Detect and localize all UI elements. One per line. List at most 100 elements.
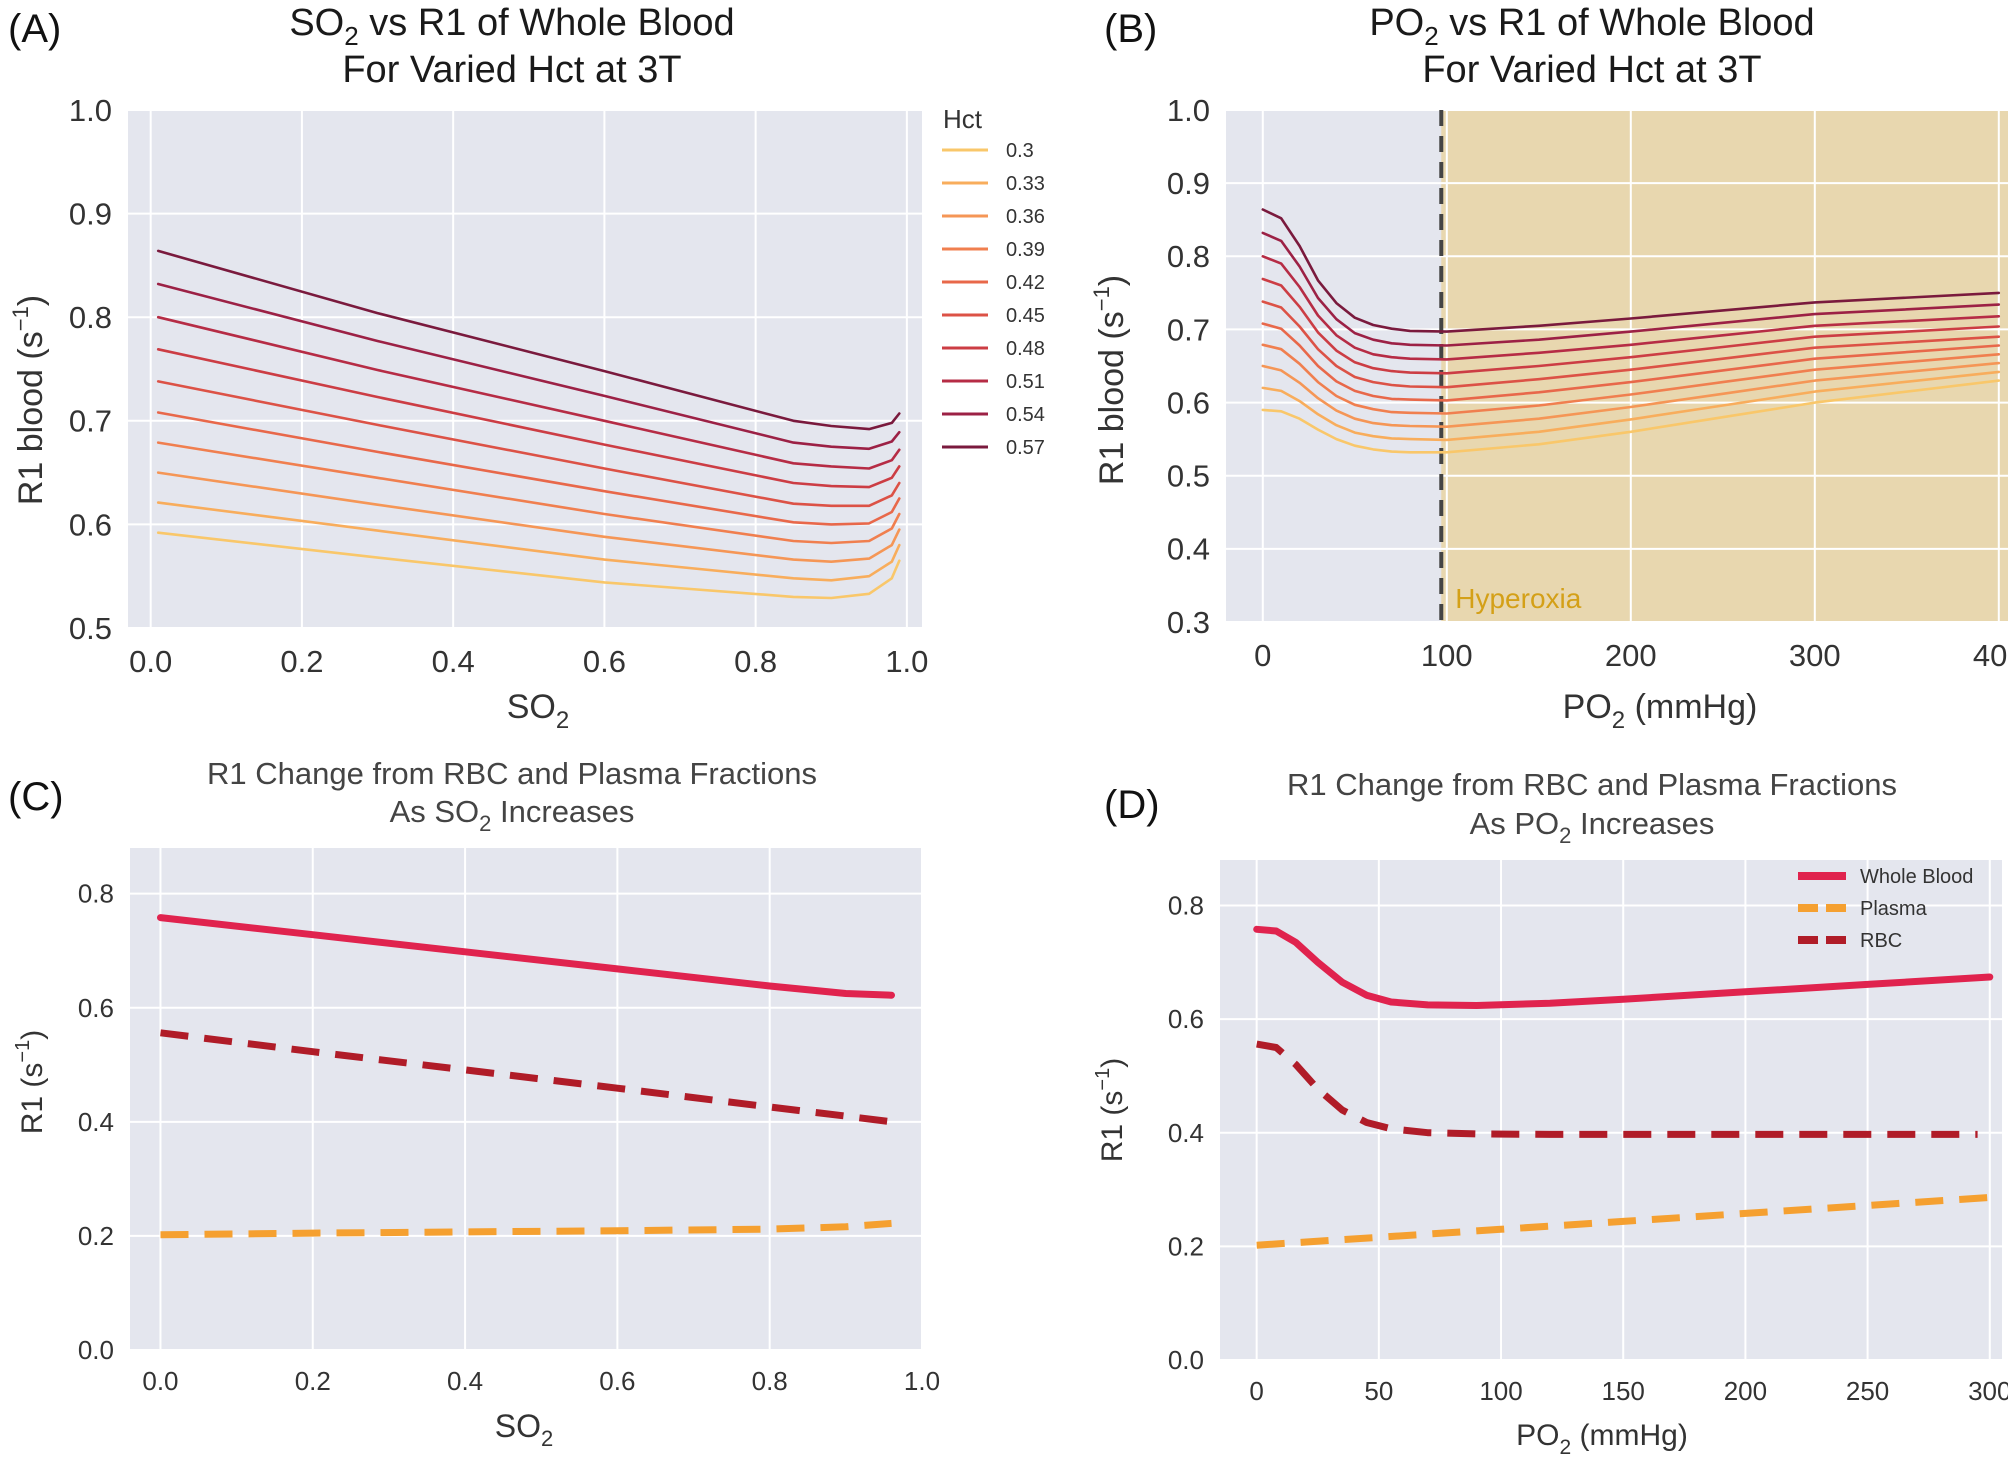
panel-b-ylabel: R1 blood (s−1)	[1089, 275, 1131, 485]
panel-c-label: (C)	[8, 775, 64, 819]
x-tick-label: 200	[1605, 638, 1657, 673]
series-line-rbc	[160, 1029, 892, 1126]
x-tick-label: 1.0	[904, 1366, 940, 1396]
series-line-0-36	[156, 471, 901, 563]
legend-label: Whole Blood	[1860, 866, 1973, 888]
legend-label: 0.36	[1006, 206, 1045, 228]
hyperoxia-label: Hyperoxia	[1455, 583, 1581, 614]
y-tick-label: 0.5	[1167, 459, 1210, 494]
panel-c-title-line1: R1 Change from RBC and Plasma Fractions	[207, 756, 817, 791]
x-tick-label: 0.6	[583, 644, 626, 679]
panel-b-label: (B)	[1104, 7, 1157, 51]
y-tick-label: 0.8	[69, 300, 112, 335]
panel-b-title-line2: For Varied Hct at 3T	[1422, 49, 1761, 91]
panel-a: (A) SO2 vs R1 of Whole Blood For Varied …	[8, 2, 1045, 734]
series-line-0-51	[1261, 255, 2001, 361]
panel-a-xlabel: SO2	[507, 688, 569, 734]
x-tick-label: 150	[1602, 1376, 1645, 1406]
panel-c-title-line2: As SO2 Increases	[390, 794, 635, 836]
legend-label: 0.57	[1006, 437, 1045, 459]
legend-label: 0.39	[1006, 239, 1045, 261]
x-tick-label: 0.4	[447, 1366, 483, 1396]
x-tick-label: 0	[1254, 638, 1271, 673]
y-tick-label: 0.3	[1167, 605, 1210, 640]
x-tick-label: 0.2	[280, 644, 323, 679]
panel-a-title-line1: SO2 vs R1 of Whole Blood	[289, 2, 734, 51]
legend-label: 0.51	[1006, 371, 1045, 393]
panel-a-legend: Hct 0.3 0.33 0.36 0.39 0.42 0.45 0.48 0.51 0.54 0…	[942, 104, 1045, 459]
panel-c-xlabel: SO2	[495, 1408, 553, 1451]
plot-background	[1220, 860, 2002, 1360]
y-tick-label: 0.2	[78, 1221, 114, 1251]
panel-d-xlabel: PO2 (mmHg)	[1516, 1419, 1688, 1458]
series-line-whole-blood	[1253, 925, 1994, 1009]
legend-label: Plasma	[1860, 898, 1928, 920]
plot-background	[130, 848, 922, 1350]
x-tick-label: 300	[1789, 638, 1841, 673]
legend-label: 0.3	[1006, 140, 1034, 162]
x-tick-label: 0	[1249, 1376, 1263, 1406]
y-tick-label: 0.5	[69, 611, 112, 646]
legend-label: 0.45	[1006, 305, 1045, 327]
legend-label: 0.42	[1006, 272, 1045, 294]
series-line-rbc	[1256, 1040, 1978, 1138]
y-tick-label: 0.4	[1167, 532, 1210, 567]
series-line-0-51	[156, 315, 901, 470]
x-tick-label: 100	[1479, 1376, 1522, 1406]
series-line-plasma	[1256, 1194, 1991, 1249]
series-line-0-54	[156, 282, 901, 451]
series-line-0-48	[1261, 277, 2001, 375]
series-line-0-45	[156, 380, 901, 508]
y-tick-label: 0.0	[78, 1335, 114, 1365]
series-line-0-39	[1261, 343, 2001, 415]
legend-label: 0.48	[1006, 338, 1045, 360]
series-line-0-57	[1261, 208, 2001, 333]
panel-c-plot: 0.0 0.2 0.4 0.6 0.8 1.0 0.0 0.2 0.4 0.6 0.8	[78, 848, 940, 1396]
series-line-0-3	[1261, 379, 2001, 454]
x-tick-label: 1.0	[885, 644, 928, 679]
x-tick-label: 250	[1846, 1376, 1889, 1406]
panel-d-ylabel: R1 (s−1)	[1092, 1058, 1129, 1163]
y-tick-label: 0.0	[1168, 1345, 1204, 1375]
y-tick-label: 0.6	[78, 993, 114, 1023]
panel-d-legend: Whole Blood Plasma RBC	[1798, 866, 1973, 952]
x-tick-label: 0.2	[295, 1366, 331, 1396]
series-line-0-57	[156, 249, 901, 431]
x-tick-label: 0.8	[752, 1366, 788, 1396]
panel-b-plot: 0 100 200 300 400 0.3 0.4 0.5 0.6 0.7 0.8 0.9 1.0 Hyp…	[1167, 93, 2008, 673]
y-tick-label: 0.8	[1168, 891, 1204, 921]
x-tick-label: 100	[1421, 638, 1473, 673]
series-line-0-3	[156, 531, 901, 600]
panel-b: (B) PO2 vs R1 of Whole Blood For Varied …	[1089, 2, 2008, 734]
panel-a-title-line2: For Varied Hct at 3T	[342, 49, 681, 91]
panel-d-plot: 0 50 100 150 200 250 300 0.0 0.2 0.4 0.6 0.8	[1168, 860, 2008, 1406]
panel-a-legend-title: Hct	[943, 104, 983, 134]
y-tick-label: 0.2	[1168, 1231, 1204, 1261]
panel-d-label: (D)	[1104, 783, 1160, 827]
y-tick-label: 0.4	[1168, 1118, 1204, 1148]
x-tick-label: 200	[1724, 1376, 1767, 1406]
series-line-0-36	[1261, 361, 2001, 428]
y-tick-label: 0.7	[1167, 312, 1210, 347]
series-line-0-54	[1261, 231, 2001, 347]
y-tick-label: 0.6	[69, 507, 112, 542]
y-tick-label: 0.6	[1167, 385, 1210, 420]
y-tick-label: 0.7	[69, 404, 112, 439]
y-tick-label: 0.9	[69, 196, 112, 231]
x-tick-label: 50	[1364, 1376, 1393, 1406]
series-line-0-45	[1261, 300, 2001, 389]
legend-label: 0.33	[1006, 173, 1045, 195]
panel-a-plot: 0.0 0.2 0.4 0.6 0.8 1.0 0.5 0.6 0.7 0.8 0.9 1.0	[69, 93, 929, 679]
x-tick-label: 0.6	[599, 1366, 635, 1396]
panel-a-label: (A)	[8, 7, 61, 51]
panel-d-title-line1: R1 Change from RBC and Plasma Fractions	[1287, 767, 1897, 802]
legend-label: 0.54	[1006, 404, 1045, 426]
panel-d-title-line2: As PO2 Increases	[1470, 806, 1715, 848]
series-line-0-42	[1261, 322, 2001, 402]
panel-b-title-line1: PO2 vs R1 of Whole Blood	[1369, 2, 1814, 51]
panel-a-ylabel: R1 blood (s−1)	[8, 295, 50, 505]
series-line-whole-blood	[157, 914, 895, 999]
y-tick-label: 1.0	[69, 93, 112, 128]
panel-c: (C) R1 Change from RBC and Plasma Fracti…	[8, 756, 940, 1451]
